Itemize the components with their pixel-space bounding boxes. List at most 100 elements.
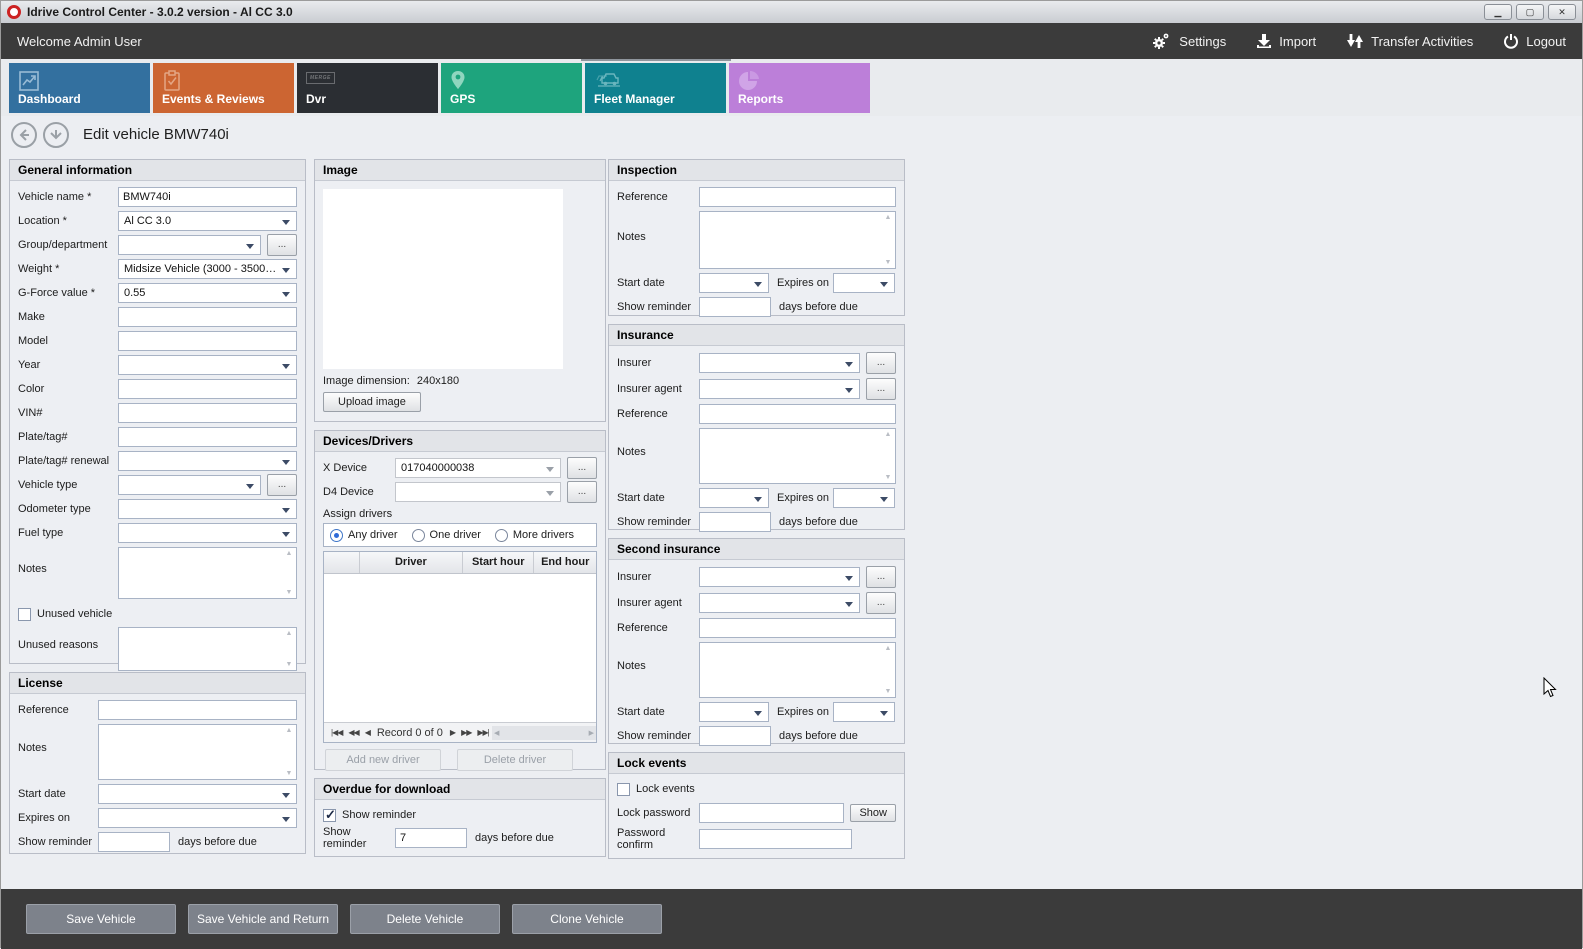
insurance-expires-on-dropdown[interactable] (832, 488, 895, 508)
import-button[interactable]: Import (1256, 33, 1316, 49)
unused-vehicle-checkbox[interactable] (18, 607, 31, 621)
radio-icon (411, 528, 425, 542)
license-notes-textarea[interactable]: ▲ ▼ (98, 724, 297, 780)
x-device-dropdown[interactable]: 017040000038 (395, 458, 561, 478)
nav-next-icon[interactable]: ▶ (449, 728, 456, 737)
save-vehicle-return-button[interactable]: Save Vehicle and Return (188, 904, 338, 934)
insurer-dropdown[interactable] (699, 353, 860, 373)
panel-title: Overdue for download (315, 779, 605, 800)
plate-tag-input[interactable] (118, 427, 297, 447)
down-arrow-icon[interactable] (43, 121, 69, 148)
insurer-browse-button[interactable]: ... (866, 352, 896, 374)
inspection-reference-input[interactable] (699, 187, 896, 207)
delete-driver-button[interactable]: Delete driver (457, 749, 573, 771)
nav-first-icon[interactable]: |◀◀ (331, 728, 343, 737)
power-icon (1503, 33, 1519, 49)
tab-events-reviews[interactable]: Events & Reviews (153, 63, 294, 113)
transfer-activities-button[interactable]: Transfer Activities (1346, 32, 1473, 50)
second-insurance-notes-textarea[interactable]: ▲ ▼ (699, 642, 896, 698)
save-vehicle-button[interactable]: Save Vehicle (26, 904, 176, 934)
insurance-start-date-dropdown[interactable] (699, 488, 769, 508)
vin-input[interactable] (118, 403, 297, 423)
nav-prev-icon[interactable]: ◀ (364, 728, 371, 737)
tab-fleet-manager[interactable]: Fleet Manager (581, 59, 731, 113)
license-reminder-input[interactable] (98, 832, 170, 852)
nav-next-page-icon[interactable]: ▶▶ (461, 728, 472, 737)
x-device-browse-button[interactable]: ... (567, 457, 597, 479)
odometer-type-dropdown[interactable] (118, 499, 297, 519)
license-expires-on-dropdown[interactable] (98, 808, 297, 828)
show-reminder-checkbox[interactable] (323, 807, 336, 823)
image-dimension-label: Image dimension: (323, 375, 410, 387)
show-password-button[interactable]: Show (850, 804, 896, 822)
second-insurance-reference-input[interactable] (699, 618, 896, 638)
second-insurance-expires-on-dropdown[interactable] (832, 702, 895, 722)
weight-dropdown[interactable]: Midsize Vehicle (3000 - 3500 p... (118, 259, 297, 279)
make-input[interactable] (118, 307, 297, 327)
column-end-hour[interactable]: End hour (541, 556, 590, 568)
color-input[interactable] (118, 379, 297, 399)
second-insurer-dropdown[interactable] (699, 567, 860, 587)
insurance-reminder-input[interactable] (699, 512, 771, 532)
unused-reasons-textarea[interactable]: ▲ ▼ (118, 627, 297, 671)
year-dropdown[interactable] (118, 355, 297, 375)
nav-prev-page-icon[interactable]: ◀◀ (348, 728, 359, 737)
license-start-date-dropdown[interactable] (98, 784, 297, 804)
scrollbar-arrows-icon: ▲ ▼ (884, 214, 892, 266)
license-reference-input[interactable] (98, 700, 297, 720)
back-arrow-icon[interactable] (11, 121, 37, 148)
radio-one-driver[interactable]: One driver (411, 528, 481, 542)
column-start-hour[interactable]: Start hour (463, 552, 535, 573)
radio-any-driver[interactable]: Any driver (330, 528, 398, 542)
inspection-start-date-dropdown[interactable] (699, 273, 769, 293)
overdue-reminder-input[interactable] (395, 828, 467, 848)
minimize-button[interactable]: ▁ (1484, 4, 1512, 20)
field-label: Reference (617, 191, 668, 203)
tab-dvr[interactable]: MERGE Dvr (297, 63, 438, 113)
tab-dashboard[interactable]: Dashboard (9, 63, 150, 113)
group-department-dropdown[interactable] (118, 235, 261, 255)
tab-reports[interactable]: Reports (729, 63, 870, 113)
clone-vehicle-button[interactable]: Clone Vehicle (512, 904, 662, 934)
second-insurance-start-date-dropdown[interactable] (699, 702, 769, 722)
delete-vehicle-button[interactable]: Delete Vehicle (350, 904, 500, 934)
model-input[interactable] (118, 331, 297, 351)
d4-device-browse-button[interactable]: ... (567, 481, 597, 503)
insurer-agent-dropdown[interactable] (699, 379, 860, 399)
lock-password-input[interactable] (699, 803, 845, 823)
gforce-dropdown[interactable]: 0.55 (118, 283, 297, 303)
add-new-driver-button[interactable]: Add new driver (325, 749, 441, 771)
insurance-notes-textarea[interactable]: ▲ ▼ (699, 428, 896, 484)
second-insurer-browse-button[interactable]: ... (866, 566, 896, 588)
settings-button[interactable]: Settings (1150, 32, 1226, 50)
second-insurance-reminder-input[interactable] (699, 726, 771, 746)
tab-gps[interactable]: GPS (441, 63, 582, 113)
inspection-notes-textarea[interactable]: ▲ ▼ (699, 211, 896, 269)
insurer-agent-browse-button[interactable]: ... (866, 378, 896, 400)
column-driver[interactable]: Driver (360, 552, 463, 573)
maximize-button[interactable]: ▢ (1516, 4, 1544, 20)
general-notes-textarea[interactable]: ▲ ▼ (118, 547, 297, 599)
fuel-type-dropdown[interactable] (118, 523, 297, 543)
second-insurer-agent-browse-button[interactable]: ... (866, 592, 896, 614)
group-browse-button[interactable]: ... (267, 234, 297, 256)
lock-events-checkbox[interactable] (617, 782, 630, 796)
close-button[interactable]: ✕ (1548, 4, 1576, 20)
location-dropdown[interactable]: Al CC 3.0 (118, 211, 297, 231)
vehicle-type-dropdown[interactable] (118, 475, 261, 495)
plate-renewal-dropdown[interactable] (118, 451, 297, 471)
inspection-expires-on-dropdown[interactable] (832, 273, 895, 293)
password-confirm-input[interactable] (699, 829, 852, 849)
nav-last-icon[interactable]: ▶▶| (477, 728, 489, 737)
second-insurer-agent-dropdown[interactable] (699, 593, 860, 613)
vehicle-name-input[interactable] (118, 187, 297, 207)
upload-image-button[interactable]: Upload image (323, 392, 421, 412)
logout-button[interactable]: Logout (1503, 33, 1566, 49)
d4-device-dropdown[interactable] (395, 482, 561, 502)
title-bar: Idrive Control Center - 3.0.2 version - … (1, 1, 1582, 23)
vehicle-type-browse-button[interactable]: ... (267, 474, 297, 496)
horizontal-scrollbar[interactable]: ◀ ▶ (492, 725, 596, 740)
insurance-reference-input[interactable] (699, 404, 896, 424)
inspection-reminder-input[interactable] (699, 297, 771, 317)
radio-more-drivers[interactable]: More drivers (494, 528, 574, 542)
